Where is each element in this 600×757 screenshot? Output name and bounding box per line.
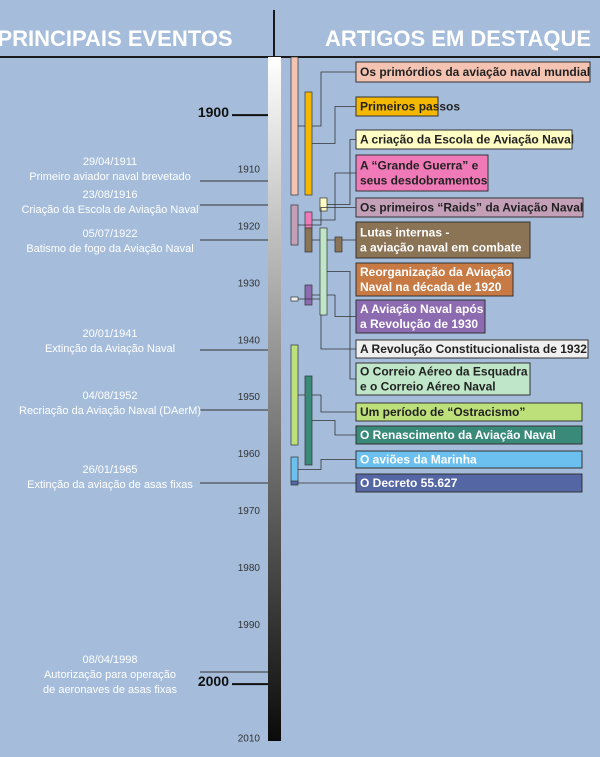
event-text: Primeiro aviador naval brevetado [29, 171, 190, 183]
article-box [355, 339, 589, 359]
article-span [290, 204, 299, 246]
article-span [304, 284, 313, 306]
event-date: 20/01/1941 [82, 328, 137, 340]
article-box [355, 96, 439, 117]
article-title: A Revolução Constitucionalista de 1932 [360, 342, 587, 356]
article-connector [298, 459, 356, 470]
article-title: O aviões da Marinha [360, 453, 477, 467]
article-span [304, 227, 313, 253]
timeline-bar [268, 57, 281, 741]
article-connector [298, 207, 356, 226]
article-box [355, 450, 583, 469]
decade-label: 1970 [238, 506, 261, 517]
header-right: ARTIGOS EM DESTAQUE [325, 26, 591, 51]
article-span [290, 56, 299, 196]
article-connector [327, 139, 356, 205]
event-date: 23/08/1916 [82, 189, 137, 201]
decade-label: 1940 [238, 335, 261, 346]
article-box [355, 221, 531, 259]
article-title: O Decreto 55.627 [360, 476, 458, 490]
article-box [355, 61, 591, 83]
event-date: 05/07/1922 [82, 228, 137, 240]
article-span [304, 91, 313, 196]
event-text: Extinção da Aviação Naval [45, 343, 175, 355]
article-span [334, 236, 343, 253]
article-title: Lutas internas - [360, 226, 449, 240]
article-box [355, 154, 489, 192]
article-title: Um período de “Ostracismo” [360, 405, 525, 419]
decade-label: 1990 [238, 620, 261, 631]
event-text: Autorização para operação [44, 669, 176, 681]
event-date: 04/08/1952 [82, 390, 137, 402]
decade-label: 1930 [238, 278, 261, 289]
decade-label: 1920 [238, 222, 261, 233]
event-text: Recriação da Aviação Naval (DAerM) [19, 405, 201, 417]
major-year: 2000 [198, 673, 229, 689]
article-title: O Renascimento da Aviação Naval [360, 428, 556, 442]
article-connector [298, 298, 356, 350]
article-box [355, 262, 514, 297]
decade-label: 1950 [238, 392, 261, 403]
article-box [355, 299, 486, 334]
event-text: Batismo de fogo da Aviação Naval [26, 243, 193, 255]
article-box [355, 473, 583, 493]
article-title: O Correio Aéreo da Esquadra [360, 365, 528, 379]
event-date: 26/01/1965 [82, 464, 137, 476]
article-connector [312, 172, 356, 221]
article-span [290, 456, 299, 483]
event-date: 08/04/1998 [82, 654, 137, 666]
article-title: A “Grande Guerra” e [360, 159, 479, 173]
article-title: A criação da Escola de Aviação Naval [360, 133, 574, 147]
article-title: Os primórdios da aviação naval mundial [360, 65, 590, 79]
article-title: Primeiros passos [360, 100, 460, 114]
article-title: Naval na década de 1920 [360, 280, 502, 294]
decade-label: 2010 [238, 734, 261, 745]
article-connector [327, 271, 356, 380]
article-box [355, 129, 573, 150]
article-box [355, 197, 584, 218]
article-span [290, 296, 299, 302]
article-title: a aviação naval em combate [360, 241, 522, 255]
article-span [304, 211, 313, 229]
article-span [304, 375, 313, 466]
event-date: 29/04/1911 [83, 156, 137, 168]
article-box [355, 425, 583, 445]
article-box [355, 362, 531, 396]
article-connector [312, 106, 356, 144]
event-text: de aeronaves de asas fixas [43, 684, 177, 696]
article-span [290, 344, 299, 446]
article-title: e o Correio Aéreo Naval [360, 380, 496, 394]
article-title: Reorganização da Aviação [360, 265, 511, 279]
article-box [355, 402, 583, 422]
major-year: 1900 [198, 104, 229, 120]
decade-label: 1980 [238, 563, 261, 574]
article-span [319, 227, 328, 316]
event-text: Criação da Escola de Aviação Naval [21, 204, 198, 216]
article-title: A Aviação Naval após [360, 302, 484, 316]
article-title: seus desdobramentos [360, 174, 488, 188]
header-left: PRINCIPAIS EVENTOS [0, 26, 233, 51]
article-span [290, 480, 299, 486]
decade-label: 1960 [238, 449, 261, 460]
decade-label: 1910 [238, 165, 261, 176]
article-title: Os primeiros “Raids” da Aviação Naval [360, 201, 583, 215]
article-connector [312, 420, 356, 436]
article-title: a Revolução de 1930 [360, 317, 478, 331]
event-text: Extinção da aviação de asas fixas [27, 479, 193, 491]
